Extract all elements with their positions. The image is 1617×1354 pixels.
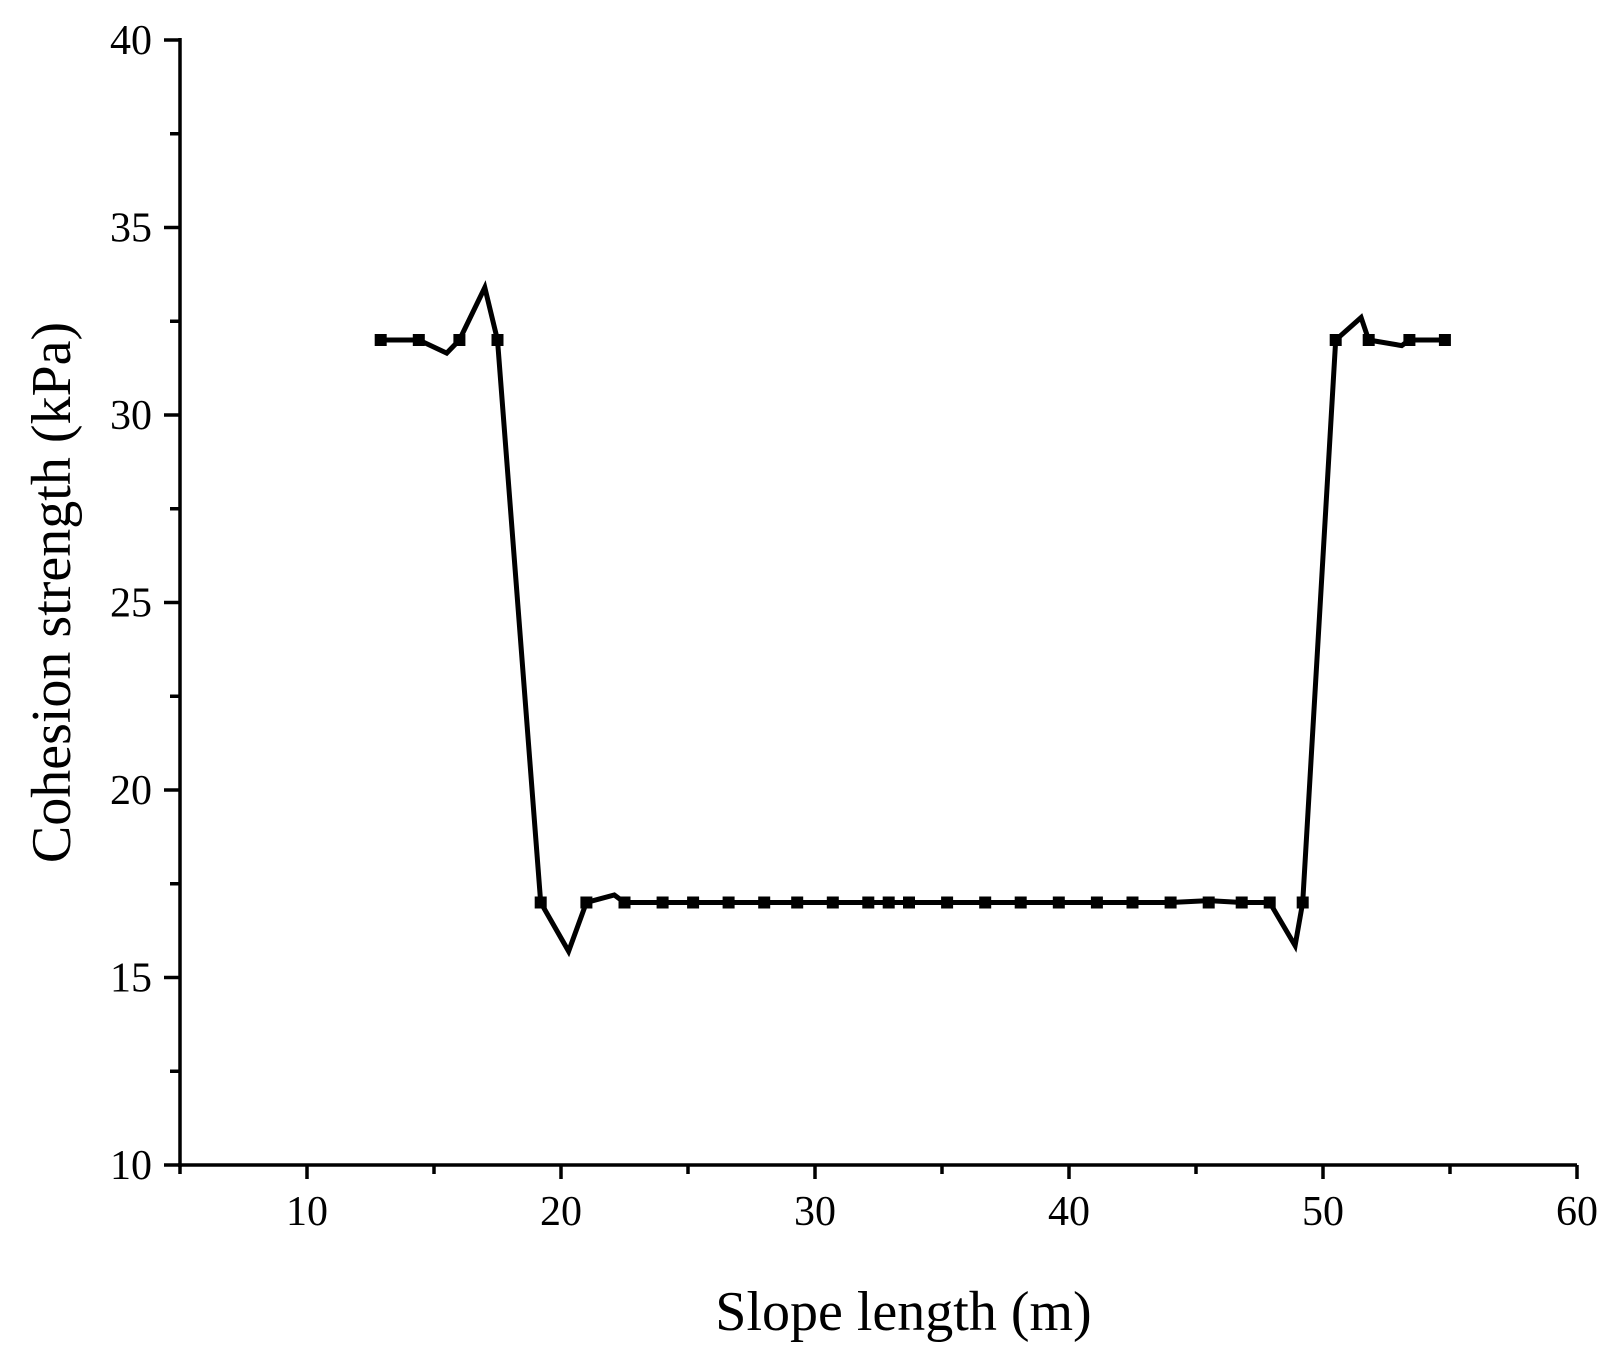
y-tick-label: 35 xyxy=(110,206,152,252)
series-line xyxy=(380,280,1445,958)
data-point-marker xyxy=(1362,334,1375,346)
data-point-marker xyxy=(862,896,875,909)
data-point-marker xyxy=(687,896,700,909)
data-point-marker xyxy=(1202,896,1215,909)
y-tick-label: 25 xyxy=(110,581,152,627)
x-tick-label: 40 xyxy=(1048,1189,1090,1235)
x-tick-label: 20 xyxy=(540,1189,582,1235)
data-point-marker xyxy=(453,334,466,346)
x-ticks: 10 20 30 40 50 60 xyxy=(178,1165,1598,1235)
data-point-marker xyxy=(791,896,804,909)
data-point-marker xyxy=(903,896,915,909)
data-point-marker xyxy=(979,896,992,909)
data-point-marker xyxy=(1052,896,1065,909)
y-axis-title: Cohesion strength (kPa) xyxy=(21,322,83,863)
data-point-marker xyxy=(491,334,504,346)
data-point-marker xyxy=(1296,896,1309,909)
y-tick-label: 40 xyxy=(110,18,152,64)
data-point-marker xyxy=(656,896,669,909)
x-tick-label: 30 xyxy=(794,1189,836,1235)
data-point-marker xyxy=(1438,334,1451,346)
data-point-marker xyxy=(618,896,631,909)
series-group xyxy=(374,280,1451,958)
data-point-marker xyxy=(374,334,387,346)
y-tick-label: 10 xyxy=(110,1143,152,1189)
y-tick-label: 30 xyxy=(110,393,152,439)
axes xyxy=(178,38,1577,1167)
y-tick-label: 20 xyxy=(110,768,152,814)
data-point-marker xyxy=(1014,896,1027,909)
y-ticks: 10 15 20 25 30 35 40 xyxy=(110,18,180,1189)
data-point-marker xyxy=(1164,896,1177,909)
data-point-marker xyxy=(1263,896,1276,909)
x-axis-title: Slope length (m) xyxy=(715,1281,1091,1343)
data-point-marker xyxy=(882,896,895,909)
y-tick-label: 15 xyxy=(110,956,152,1002)
x-tick-label: 60 xyxy=(1556,1189,1598,1235)
data-point-marker xyxy=(826,896,839,909)
data-point-marker xyxy=(1235,896,1248,909)
data-point-marker xyxy=(1403,334,1416,346)
data-point-marker xyxy=(1090,896,1103,909)
data-point-marker xyxy=(1126,896,1139,909)
x-tick-label: 50 xyxy=(1302,1189,1344,1235)
data-point-marker xyxy=(412,334,425,346)
data-point-marker xyxy=(941,896,954,909)
x-tick-label: 10 xyxy=(286,1189,328,1235)
data-point-marker xyxy=(758,896,771,909)
data-point-marker xyxy=(534,896,547,909)
data-point-marker xyxy=(1329,334,1342,346)
data-point-marker xyxy=(722,896,735,909)
data-point-marker xyxy=(580,896,593,909)
